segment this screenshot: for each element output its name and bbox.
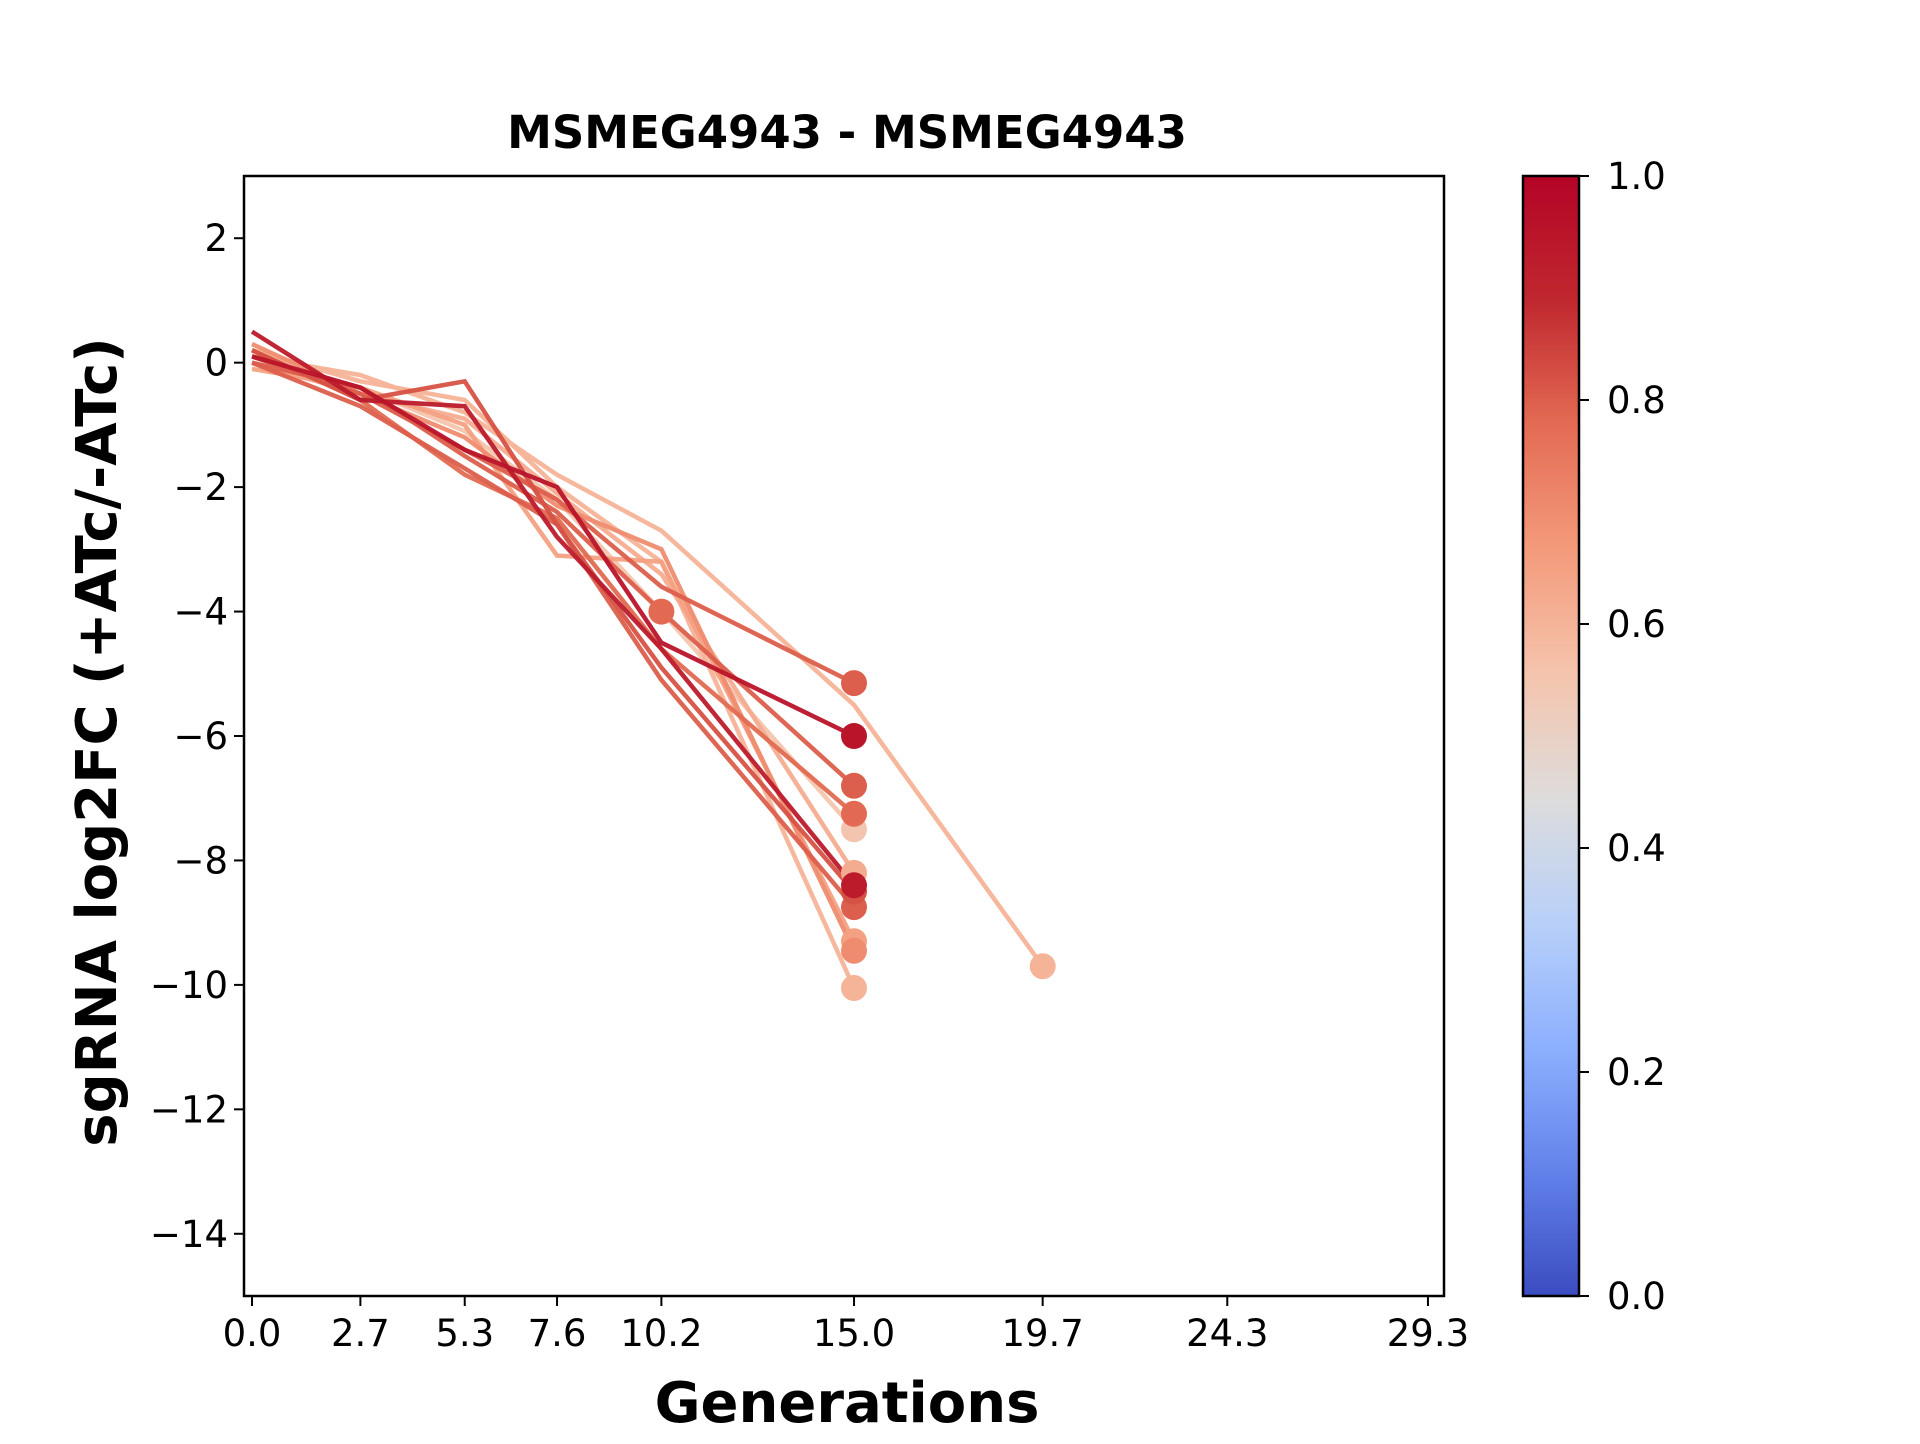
y-tick-label: 0 bbox=[204, 342, 228, 385]
x-tick-label: 10.2 bbox=[620, 1312, 702, 1355]
colorbar-frame bbox=[1521, 174, 1581, 1298]
series-line-6 bbox=[251, 348, 856, 816]
series-endpoint-6 bbox=[841, 800, 867, 827]
colorbar-tick-label: 1.0 bbox=[1607, 155, 1666, 198]
y-tick-label: −6 bbox=[173, 715, 228, 758]
series-endpoint-8 bbox=[841, 670, 867, 697]
y-tick-label: −8 bbox=[173, 839, 228, 882]
x-axis-label: Generations bbox=[655, 1371, 1040, 1436]
y-tick-label: −4 bbox=[173, 591, 228, 634]
colorbar-tick-label: 0.8 bbox=[1607, 379, 1666, 422]
x-tick-label: 7.6 bbox=[528, 1312, 587, 1355]
series-endpoint-12 bbox=[841, 723, 867, 749]
x-axis: 0.0 2.7 5.3 7.6 10.2 15.0 19.7 24.3 29.3 bbox=[223, 1296, 1469, 1355]
series-line-2 bbox=[251, 366, 857, 943]
y-tick-label: −12 bbox=[150, 1088, 228, 1131]
series-line-0 bbox=[251, 354, 1045, 968]
x-tick-label: 5.3 bbox=[435, 1312, 494, 1355]
y-axis: 2 0 −2 −4 −6 −8 −10 −12 −14 bbox=[150, 217, 244, 1256]
y-tick-label: −10 bbox=[150, 964, 228, 1007]
chart-title: MSMEG4943 - MSMEG4943 bbox=[507, 106, 1187, 159]
colorbar-tick-label: 0.0 bbox=[1607, 1275, 1666, 1318]
x-tick-label: 29.3 bbox=[1387, 1312, 1469, 1355]
series-line-11 bbox=[250, 329, 856, 887]
x-tick-label: 19.7 bbox=[1001, 1312, 1083, 1355]
series-line-10 bbox=[251, 348, 856, 894]
series-line-12 bbox=[251, 354, 855, 739]
series-line-7 bbox=[251, 360, 856, 788]
colorbar-tick-label: 0.2 bbox=[1607, 1051, 1666, 1094]
series-line-4 bbox=[251, 360, 856, 875]
series-midpoint-marker bbox=[648, 598, 675, 625]
series-endpoint-0 bbox=[1029, 953, 1056, 980]
x-tick-label: 2.7 bbox=[331, 1312, 390, 1355]
y-tick-label: 2 bbox=[204, 217, 228, 260]
series-line-1 bbox=[251, 348, 857, 989]
colorbar-tick-label: 0.6 bbox=[1607, 603, 1666, 646]
series-endpoint-11 bbox=[841, 872, 867, 899]
series-line-3 bbox=[251, 341, 857, 952]
series-endpoint-3 bbox=[841, 937, 867, 964]
y-tick-label: −2 bbox=[173, 466, 228, 509]
x-tick-label: 0.0 bbox=[223, 1312, 282, 1355]
x-tick-label: 24.3 bbox=[1186, 1312, 1268, 1355]
series-endpoint-1 bbox=[841, 975, 867, 1001]
colorbar-tick-label: 0.4 bbox=[1607, 827, 1666, 870]
x-tick-label: 15.0 bbox=[813, 1312, 895, 1355]
colorbar: 0.0 0.2 0.4 0.6 0.8 1.0 bbox=[1521, 155, 1666, 1318]
y-axis-label: sgRNA log2FC (+ATc/-ATc) bbox=[65, 337, 130, 1147]
colorbar-gradient bbox=[1523, 176, 1579, 1296]
y-tick-label: −14 bbox=[150, 1213, 228, 1256]
plot-area bbox=[242, 174, 1446, 1298]
series-line-9 bbox=[251, 360, 856, 909]
series-endpoint-7 bbox=[841, 772, 867, 799]
